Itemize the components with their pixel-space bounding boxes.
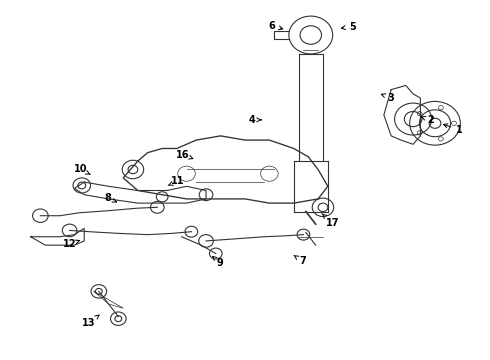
Text: 11: 11	[168, 176, 185, 186]
Text: 5: 5	[342, 22, 356, 32]
Text: 8: 8	[104, 193, 117, 203]
Text: 12: 12	[63, 239, 79, 249]
Text: 7: 7	[294, 255, 306, 266]
Text: 13: 13	[82, 315, 99, 328]
Text: 6: 6	[269, 21, 283, 31]
Text: 3: 3	[381, 93, 394, 103]
Text: 10: 10	[74, 165, 90, 175]
Text: 2: 2	[421, 115, 434, 125]
Text: 17: 17	[322, 213, 340, 228]
Text: 16: 16	[176, 150, 193, 160]
Text: 1: 1	[443, 124, 463, 135]
Text: 9: 9	[213, 256, 223, 268]
Text: 4: 4	[249, 115, 261, 125]
